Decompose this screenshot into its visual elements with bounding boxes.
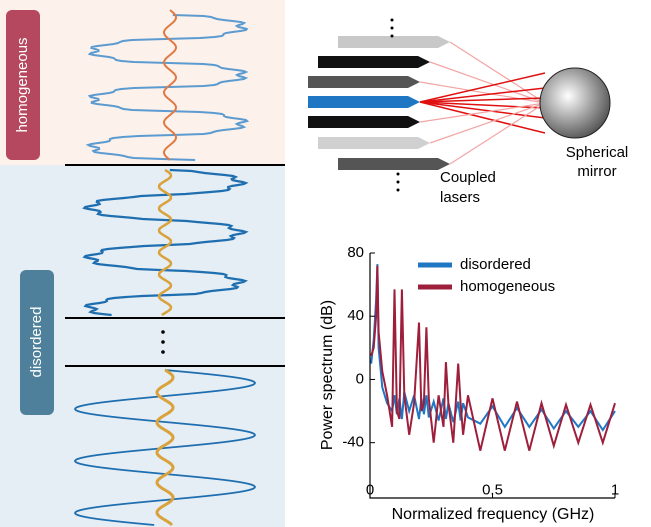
wave [163, 9, 177, 161]
ellipsis [396, 172, 400, 176]
laser [338, 36, 450, 48]
beam [429, 61, 546, 104]
ellipsis [396, 188, 400, 192]
wave [82, 168, 249, 317]
beam [419, 102, 546, 123]
ellipsis [390, 18, 394, 22]
beam [419, 87, 546, 103]
y-tick-label: 80 [347, 244, 364, 261]
beam [419, 101, 546, 119]
waves [73, 9, 257, 527]
beam [419, 97, 546, 103]
legend-label: disordered [460, 256, 531, 273]
laser-label: lasers [440, 189, 480, 206]
laser [318, 137, 430, 149]
region-badge [20, 270, 54, 415]
plot-area [370, 253, 615, 498]
y-axis-label: Power spectrum (dB) [319, 300, 336, 450]
beam [429, 102, 546, 144]
laser [308, 76, 420, 88]
laser-diagram [308, 18, 546, 192]
x-tick-label: 1 [611, 481, 619, 498]
y-tick-label: 0 [356, 370, 364, 387]
region-label: homogeneous [14, 37, 31, 132]
laser [308, 116, 420, 128]
spherical-mirror [539, 67, 611, 139]
y-tick-label: -40 [342, 434, 364, 451]
mirror-label: mirror [577, 163, 616, 180]
beam [449, 41, 546, 104]
beam [449, 102, 546, 165]
laser [318, 56, 430, 68]
beam [419, 81, 546, 104]
y-tick-label: 40 [347, 307, 364, 324]
ellipsis [161, 330, 165, 354]
beam [419, 101, 546, 109]
laser [338, 158, 450, 170]
ellipsis [390, 26, 394, 30]
legend-label: homogeneous [460, 278, 555, 295]
beam [419, 72, 546, 103]
x-axis-label: Normalized frequency (GHz) [392, 506, 595, 523]
laser [308, 96, 420, 108]
series-line [370, 265, 616, 451]
region-label: disordered [28, 307, 45, 378]
beam [419, 101, 546, 134]
wave [155, 368, 175, 527]
mirror-label: Spherical [566, 144, 629, 161]
wave [85, 14, 250, 161]
ellipsis [390, 34, 394, 38]
laser-label: Coupled [440, 169, 496, 186]
ellipsis [396, 180, 400, 184]
wave [157, 168, 173, 317]
x-tick-label: 0 [366, 481, 374, 498]
region-badge [6, 10, 40, 160]
x-tick-label: 0.5 [482, 481, 503, 498]
